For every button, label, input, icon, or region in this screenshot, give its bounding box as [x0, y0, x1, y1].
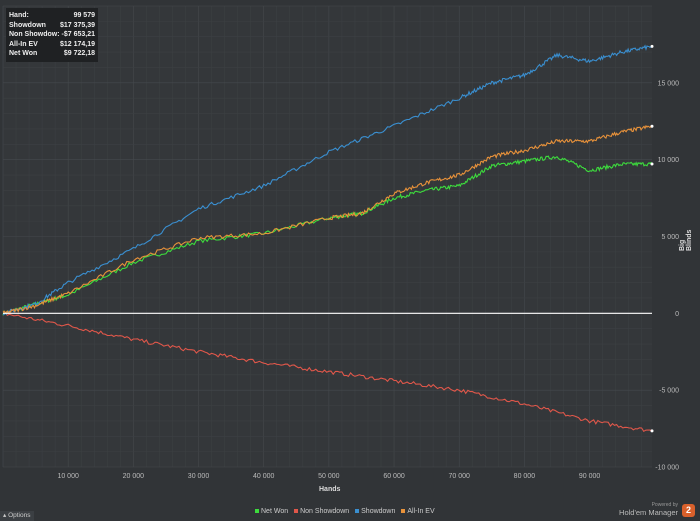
- hover-tooltip: Hand: 99 579 Showdown $17 375,39 Non Showd…: [6, 8, 98, 62]
- legend-label: Non Showdown: [300, 508, 350, 515]
- tooltip-row: Showdown $17 375,39: [9, 21, 95, 31]
- tooltip-value: $12 174,19: [59, 40, 95, 48]
- legend-item[interactable]: Showdown: [355, 508, 395, 515]
- x-axis-label: Hands: [319, 486, 341, 493]
- legend-item[interactable]: Non Showdown: [294, 508, 349, 515]
- legend: Net Won Non Showdown Showdown All-In EV: [255, 508, 435, 515]
- tooltip-row: All-In EV $12 174,19: [9, 40, 95, 50]
- tooltip-value: $17 375,39: [59, 21, 95, 29]
- options-button[interactable]: ▴ Options: [0, 511, 34, 521]
- x-tick-label: 60 000: [383, 473, 405, 480]
- branding: Powered by Hold'em Manager: [619, 502, 678, 517]
- series-end-marker: [650, 162, 654, 166]
- tooltip-value: -$7 653,21: [61, 31, 95, 38]
- x-tick-label: 40 000: [253, 473, 275, 480]
- y-axis-label: Big Blinds: [679, 229, 693, 251]
- series-line-non-showdown: [2, 311, 653, 433]
- options-label: Options: [8, 512, 31, 519]
- tooltip-row: Non Showdow: -$7 653,21: [9, 30, 95, 40]
- brand-name: Hold'em Manager: [619, 508, 678, 517]
- tooltip-value: $9 722,18: [63, 50, 95, 57]
- tooltip-value: 99 579: [73, 12, 95, 19]
- tooltip-label: All-In EV: [9, 40, 38, 48]
- x-tick-label: 70 000: [449, 473, 471, 480]
- tooltip-label: Hand:: [9, 12, 29, 19]
- legend-label: All-In EV: [407, 508, 435, 515]
- series-end-marker: [650, 429, 654, 433]
- legend-swatch: [401, 509, 406, 514]
- hm2-logo-icon: 2: [682, 504, 695, 517]
- powered-by-text: Powered by: [651, 502, 678, 508]
- x-tick-label: 90 000: [579, 473, 601, 480]
- series-end-marker: [650, 124, 654, 128]
- series-line-all-in-ev: [2, 124, 653, 315]
- legend-label: Showdown: [361, 508, 396, 515]
- y-tick-label: 0: [675, 311, 679, 318]
- legend-item[interactable]: All-In EV: [401, 508, 435, 515]
- legend-swatch: [255, 509, 259, 514]
- tooltip-label: Non Showdow:: [9, 31, 60, 38]
- series-line-showdown: [2, 44, 653, 316]
- x-tick-label: 10 000: [57, 473, 79, 480]
- legend-item[interactable]: Net Won: [255, 508, 288, 515]
- legend-label: Net Won: [261, 508, 289, 515]
- x-tick-label: 80 000: [514, 473, 536, 480]
- legend-swatch: [355, 509, 360, 514]
- tooltip-label: Showdown: [9, 21, 46, 29]
- tooltip-label: Net Won: [9, 50, 38, 57]
- x-tick-label: 50 000: [318, 473, 340, 480]
- x-tick-label: 20 000: [123, 473, 145, 480]
- y-tick-label: 10 000: [658, 157, 680, 164]
- legend-swatch: [294, 509, 299, 514]
- series-end-marker: [650, 44, 654, 48]
- tooltip-row: Hand: 99 579: [9, 11, 95, 21]
- y-tick-label: 5 000: [661, 234, 679, 241]
- y-tick-label: -5 000: [659, 388, 679, 395]
- y-tick-label: 15 000: [658, 80, 680, 87]
- x-tick-label: 30 000: [188, 473, 210, 480]
- y-tick-label: -10 000: [655, 465, 679, 472]
- tooltip-row: Net Won $9 722,18: [9, 49, 95, 59]
